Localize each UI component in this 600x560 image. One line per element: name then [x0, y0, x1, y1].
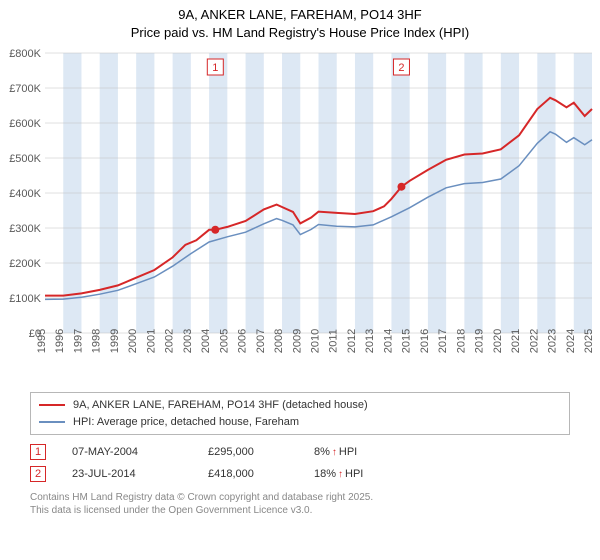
sale-delta-suffix: HPI [339, 446, 357, 458]
legend-label-property: 9A, ANKER LANE, FAREHAM, PO14 3HF (detac… [73, 397, 368, 414]
svg-text:2002: 2002 [164, 329, 176, 353]
svg-text:2016: 2016 [419, 329, 431, 353]
svg-text:£200K: £200K [9, 258, 41, 270]
svg-text:£100K: £100K [9, 293, 41, 305]
svg-text:2001: 2001 [145, 329, 157, 353]
sale-price: £418,000 [208, 468, 288, 480]
sale-date: 23-JUL-2014 [72, 468, 182, 480]
svg-text:2019: 2019 [474, 329, 486, 353]
svg-text:2005: 2005 [218, 329, 230, 353]
svg-text:2: 2 [398, 62, 404, 74]
svg-text:2022: 2022 [528, 329, 540, 353]
svg-text:1996: 1996 [54, 329, 66, 353]
legend-row-property: 9A, ANKER LANE, FAREHAM, PO14 3HF (detac… [39, 397, 561, 414]
legend-box: 9A, ANKER LANE, FAREHAM, PO14 3HF (detac… [30, 392, 570, 435]
svg-text:£400K: £400K [9, 188, 41, 200]
title-block: 9A, ANKER LANE, FAREHAM, PO14 3HF Price … [0, 0, 600, 43]
svg-text:£500K: £500K [9, 153, 41, 165]
sale-delta-pct: 18% [314, 468, 336, 480]
legend-row-hpi: HPI: Average price, detached house, Fare… [39, 414, 561, 431]
arrow-up-icon: ↑ [332, 447, 337, 458]
sale-row: 2 23-JUL-2014 £418,000 18% ↑ HPI [30, 463, 570, 485]
svg-text:£600K: £600K [9, 118, 41, 130]
svg-text:2014: 2014 [382, 329, 394, 353]
svg-text:2025: 2025 [583, 329, 595, 353]
svg-text:2009: 2009 [291, 329, 303, 353]
arrow-up-icon: ↑ [338, 469, 343, 480]
line-chart: £0£100K£200K£300K£400K£500K£600K£700K£80… [0, 43, 600, 388]
svg-text:2020: 2020 [492, 329, 504, 353]
svg-text:2008: 2008 [273, 329, 285, 353]
footer: Contains HM Land Registry data © Crown c… [30, 491, 570, 517]
chart-area: £0£100K£200K£300K£400K£500K£600K£700K£80… [0, 43, 600, 388]
svg-text:2003: 2003 [182, 329, 194, 353]
sale-delta: 8% ↑ HPI [314, 446, 357, 458]
svg-text:1998: 1998 [91, 329, 103, 353]
svg-text:2010: 2010 [310, 329, 322, 353]
svg-text:2017: 2017 [437, 329, 449, 353]
sale-price: £295,000 [208, 446, 288, 458]
svg-text:1997: 1997 [72, 329, 84, 353]
legend-swatch-property [39, 404, 65, 406]
svg-text:1999: 1999 [109, 329, 121, 353]
svg-text:2024: 2024 [565, 329, 577, 353]
svg-text:2004: 2004 [200, 329, 212, 353]
sale-delta: 18% ↑ HPI [314, 468, 363, 480]
sale-badge: 2 [30, 466, 46, 482]
svg-text:2011: 2011 [328, 329, 340, 353]
svg-text:2012: 2012 [346, 329, 358, 353]
svg-text:2006: 2006 [237, 329, 249, 353]
sale-row: 1 07-MAY-2004 £295,000 8% ↑ HPI [30, 441, 570, 463]
svg-text:£300K: £300K [9, 223, 41, 235]
svg-text:£700K: £700K [9, 83, 41, 95]
legend-label-hpi: HPI: Average price, detached house, Fare… [73, 414, 299, 431]
sales-block: 1 07-MAY-2004 £295,000 8% ↑ HPI 2 23-JUL… [30, 441, 570, 485]
svg-text:1: 1 [212, 62, 218, 74]
title-subtitle: Price paid vs. HM Land Registry's House … [10, 24, 590, 42]
svg-text:2023: 2023 [547, 329, 559, 353]
svg-text:2021: 2021 [510, 329, 522, 353]
svg-text:£800K: £800K [9, 48, 41, 60]
sale-date: 07-MAY-2004 [72, 446, 182, 458]
svg-text:2007: 2007 [255, 329, 267, 353]
svg-text:2013: 2013 [364, 329, 376, 353]
sale-delta-suffix: HPI [345, 468, 363, 480]
root: 9A, ANKER LANE, FAREHAM, PO14 3HF Price … [0, 0, 600, 560]
footer-line-1: Contains HM Land Registry data © Crown c… [30, 491, 570, 504]
svg-text:1995: 1995 [36, 329, 48, 353]
sale-badge: 1 [30, 444, 46, 460]
svg-text:2018: 2018 [455, 329, 467, 353]
sale-delta-pct: 8% [314, 446, 330, 458]
title-address: 9A, ANKER LANE, FAREHAM, PO14 3HF [10, 6, 590, 24]
svg-text:2000: 2000 [127, 329, 139, 353]
svg-text:2015: 2015 [401, 329, 413, 353]
legend-swatch-hpi [39, 421, 65, 423]
footer-line-2: This data is licensed under the Open Gov… [30, 504, 570, 517]
